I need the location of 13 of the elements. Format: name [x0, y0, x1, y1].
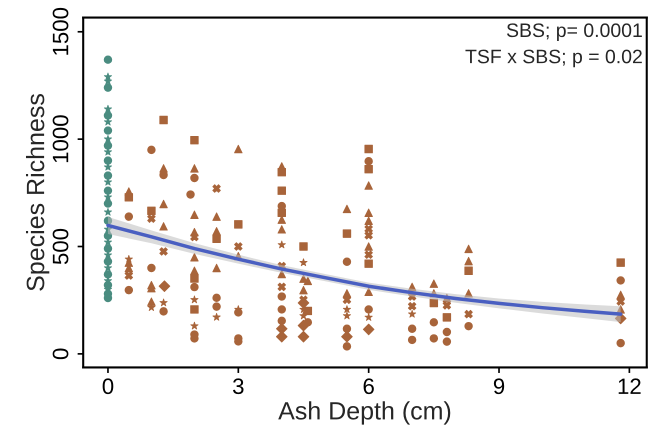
annotation: SBS; p= 0.0001 [506, 23, 642, 41]
x-tick-label: 3 [232, 378, 244, 394]
y-tick-label: 500 [52, 228, 68, 264]
x-tick-label: 6 [364, 378, 374, 394]
x-tick-label: 12 [618, 378, 641, 394]
y-tick-label: 1500 [52, 8, 68, 55]
annotation: TSF x SBS; p = 0.02 [465, 50, 642, 68]
y-tick-label: 0 [52, 348, 68, 360]
y-tick-label: 1000 [52, 115, 68, 162]
x-tick-label: 9 [494, 378, 504, 394]
x-axis-title: Ash Depth (cm) [278, 401, 450, 425]
x-tick-label: 0 [102, 378, 114, 394]
y-axis-title: Species Richness [26, 94, 50, 291]
